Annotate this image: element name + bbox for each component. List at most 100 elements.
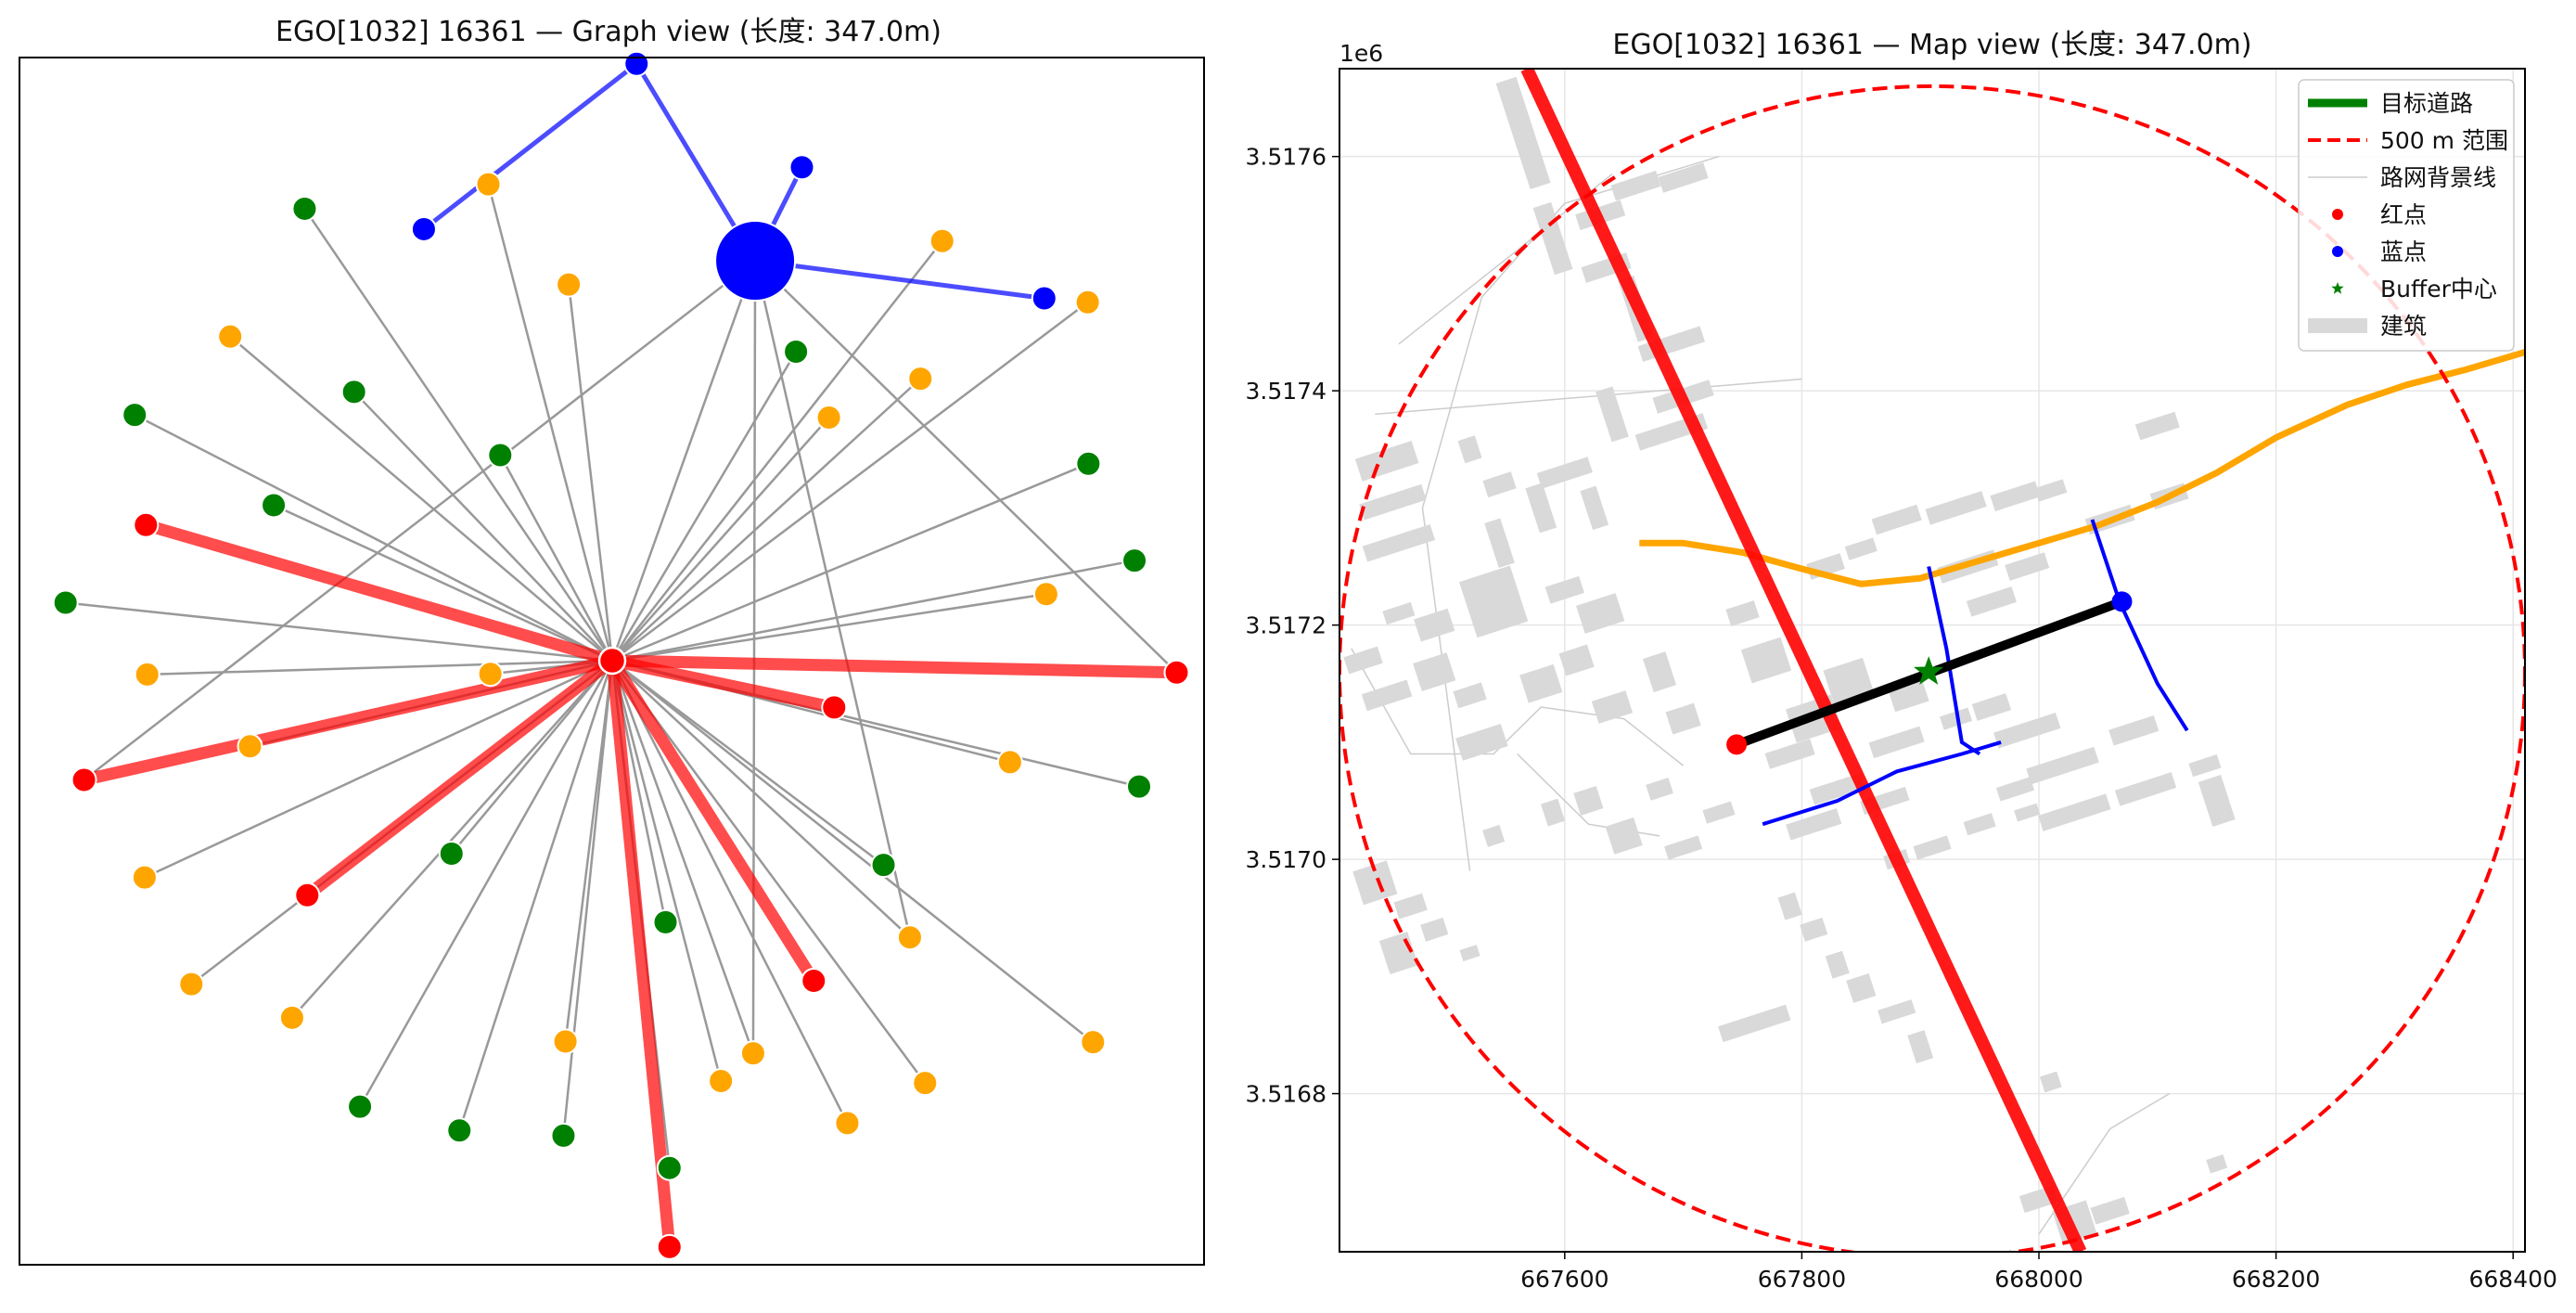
graph-view-frame xyxy=(19,57,1205,1266)
graph-node-blue xyxy=(788,154,815,181)
building xyxy=(1664,835,1703,860)
building xyxy=(1665,702,1701,735)
building xyxy=(2026,746,2099,785)
graph-node-green xyxy=(487,442,514,469)
blue-road xyxy=(2090,519,2189,732)
y-offset-label: 1e6 xyxy=(1339,40,1383,67)
building xyxy=(1995,777,2035,802)
legend-label: 500 m 范围 xyxy=(2380,127,2508,154)
x-tick-label: 667800 xyxy=(1758,1266,1846,1293)
building xyxy=(1846,973,1877,1003)
graph-edge xyxy=(610,260,757,662)
building xyxy=(1393,893,1428,920)
building xyxy=(2034,479,2068,502)
graph-plot-area xyxy=(52,50,1190,1260)
building xyxy=(2005,552,2050,581)
building xyxy=(1925,491,1987,525)
building xyxy=(1414,608,1455,642)
graph-node-red xyxy=(1163,659,1190,686)
graph-edge xyxy=(611,239,943,662)
graph-node-red xyxy=(133,511,160,538)
building xyxy=(1646,778,1673,801)
building xyxy=(1459,945,1480,962)
graph-node-orange xyxy=(1074,289,1101,315)
building xyxy=(1519,663,1563,703)
graph-edge xyxy=(65,601,613,663)
graph-node-green xyxy=(340,379,367,405)
graph-edge-highlight xyxy=(607,657,819,985)
building xyxy=(1482,471,1517,498)
graph-edge xyxy=(611,462,1089,663)
x-tick-label: 668400 xyxy=(2469,1266,2557,1293)
graph-node-orange xyxy=(178,971,205,998)
graph-node-green xyxy=(550,1122,577,1149)
building xyxy=(1536,457,1593,489)
building xyxy=(1457,435,1482,464)
building xyxy=(1459,565,1529,638)
legend-marker xyxy=(2332,209,2343,220)
graph-edge-highlight xyxy=(144,519,614,667)
graph-node-red xyxy=(801,968,827,995)
graph-edge xyxy=(273,504,613,663)
graph-hub-node xyxy=(714,220,797,303)
map-axes: 667600 667800 668000 668200 668400 3.5168 3.51… xyxy=(1246,144,2557,1293)
building xyxy=(1871,504,1922,535)
x-tick-label: 668000 xyxy=(1994,1266,2083,1293)
graph-edge xyxy=(458,660,614,1131)
map-view-frame xyxy=(1339,68,2526,1253)
y-tick-label: 3.5176 xyxy=(1246,144,1326,171)
building xyxy=(1343,646,1383,675)
graph-node-red xyxy=(294,882,321,908)
graph-node-green xyxy=(656,1154,683,1181)
graph-node-green xyxy=(52,589,79,616)
graph-edge-highlight xyxy=(610,654,836,714)
graph-node-red xyxy=(656,1233,683,1260)
map-view-panel: EGO[1032] 16361 — Map view (长度: 347.0m) … xyxy=(1246,29,2557,1293)
building xyxy=(1378,932,1418,975)
legend-marker xyxy=(2332,246,2343,257)
graph-node-green xyxy=(291,195,318,222)
legend-label: Buffer中心 xyxy=(2380,276,2497,303)
graph-edge xyxy=(611,301,1089,662)
y-tick-label: 3.5168 xyxy=(1246,1081,1326,1108)
building xyxy=(2114,772,2177,806)
graph-node-green xyxy=(783,339,810,366)
graph-edge xyxy=(611,660,885,867)
building xyxy=(1495,76,1551,190)
graph-edge-highlight xyxy=(606,660,676,1248)
map-view-title: EGO[1032] 16361 — Map view (长度: 347.0m) xyxy=(1612,29,2251,61)
graph-edge xyxy=(562,660,614,1137)
building xyxy=(1525,483,1557,534)
building xyxy=(1800,917,1828,942)
graph-center-node xyxy=(597,646,627,676)
graph-node-orange xyxy=(477,661,504,688)
building xyxy=(1362,524,1436,562)
graph-node-orange xyxy=(1080,1029,1107,1056)
graph-node-green xyxy=(438,841,465,868)
graph-edge-highlight xyxy=(303,655,616,900)
graph-node-orange xyxy=(708,1067,735,1094)
graph-edge xyxy=(229,335,613,662)
graph-node-orange xyxy=(929,227,955,254)
graph-node-green xyxy=(1075,450,1102,477)
building xyxy=(2038,793,2111,831)
graph-edge xyxy=(610,351,798,662)
building xyxy=(1352,860,1398,906)
graph-edge xyxy=(753,260,912,938)
building xyxy=(1413,652,1456,692)
graph-edge xyxy=(134,414,613,663)
graph-node-green xyxy=(1121,547,1148,574)
y-tick-label: 3.5174 xyxy=(1246,378,1326,405)
building xyxy=(1361,679,1413,712)
graph-edge xyxy=(303,208,614,662)
graph-node-green xyxy=(261,492,288,519)
graph-node-orange xyxy=(217,323,244,350)
building xyxy=(1359,483,1427,521)
building xyxy=(1591,690,1634,724)
graph-edge-blue xyxy=(754,258,1045,301)
graph-view-title: EGO[1032] 16361 — Graph view (长度: 347.0m… xyxy=(276,16,942,48)
building xyxy=(1993,712,2061,749)
graph-edge xyxy=(611,559,1135,663)
